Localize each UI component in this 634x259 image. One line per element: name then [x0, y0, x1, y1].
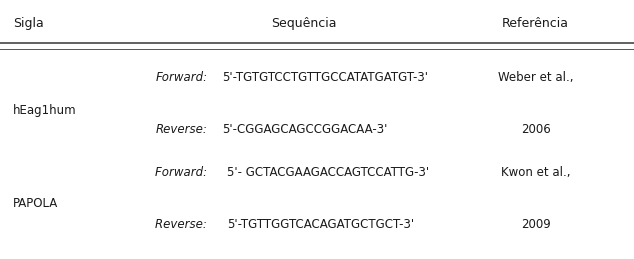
- Text: Reverse:: Reverse:: [155, 218, 211, 231]
- Text: 5'-TGTTGGTCACAGATGCTGCT-3': 5'-TGTTGGTCACAGATGCTGCT-3': [227, 218, 414, 231]
- Text: PAPOLA: PAPOLA: [13, 197, 58, 210]
- Text: 5'- GCTACGAAGACCAGTCCATTG-3': 5'- GCTACGAAGACCAGTCCATTG-3': [228, 166, 430, 179]
- Text: Forward:: Forward:: [155, 71, 207, 84]
- Text: Forward:: Forward:: [155, 166, 211, 179]
- Text: 2006: 2006: [521, 123, 550, 136]
- Text: 2009: 2009: [521, 218, 550, 231]
- Text: 5'-TGTGTCCTGTTGCCATATGATGT-3': 5'-TGTGTCCTGTTGCCATATGATGT-3': [223, 71, 429, 84]
- Text: 5'-CGGAGCAGCCGGACAA-3': 5'-CGGAGCAGCCGGACAA-3': [223, 123, 387, 136]
- Text: Sigla: Sigla: [13, 17, 44, 30]
- Text: Weber et al.,: Weber et al.,: [498, 71, 574, 84]
- Text: Sequência: Sequência: [271, 17, 337, 30]
- Text: Reverse:: Reverse:: [155, 123, 207, 136]
- Text: Referência: Referência: [502, 17, 569, 30]
- Text: hEag1hum: hEag1hum: [13, 104, 76, 117]
- Text: Kwon et al.,: Kwon et al.,: [501, 166, 571, 179]
